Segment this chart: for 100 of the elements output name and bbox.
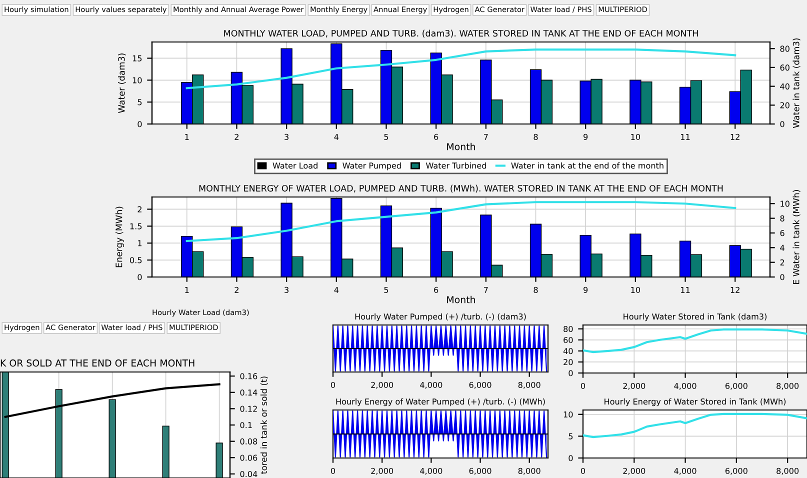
x-tick-label: 0 [580,468,586,474]
x-axis-title: Month [447,296,475,304]
x-tick-label: 11 [681,134,690,140]
y-tick-label: 5 [138,99,142,106]
y2-axis-title: E Water in tank (MWh) [792,190,800,284]
chart-title: Hourly Water Stored in Tank (dam3) [624,313,766,322]
y-tick-label: 5 [568,433,573,440]
x-tick-label: 1 [185,286,189,293]
y2-tick-label: 0.12 [240,406,257,412]
y-tick-label: 0 [568,370,573,376]
y-tick-label: 2 [138,206,142,212]
y-tick-label: 1.5 [130,223,142,230]
y-tick-label: 1 [138,240,142,246]
chart-title: Hourly Energy of Water Stored in Tank (MWh) [604,398,786,406]
x-tick-label: 4,000 [674,468,696,475]
x-tick-label: 2,000 [623,382,646,390]
y-tick-label: 20 [564,359,573,366]
x-tick-label: 8,000 [776,468,799,475]
x-tick-label: 6 [434,134,438,140]
x-tick-label: 8,000 [518,382,540,389]
x-axis-title: Month [447,142,475,150]
y2-tick-label: 0.06 [240,454,258,461]
x-tick-label: 2,000 [623,468,646,475]
y-tick-label: 0 [138,121,142,128]
x-tick-label: 6,000 [725,382,748,390]
chart-title: MONTHLY ENERGY OF WATER LOAD, PUMPED AND TURB. (MWh). WATER STORED IN TANK AT THE END OF EACH MONTH [199,184,723,193]
y-tick-label: 0 [138,274,142,280]
x-tick-label: 6,000 [725,468,748,475]
y-tick-label: 0.5 [130,257,142,264]
y2-tick-label: 8 [780,215,784,222]
y2-tick-label: 0.04 [240,471,258,478]
x-tick-label: 5 [384,134,388,140]
y2-tick-label: 4 [780,244,784,251]
y2-axis-title: tored in tank or sold (t) [260,376,268,474]
y2-tick-label: 0.16 [240,373,258,380]
y-tick-label: 0 [568,455,573,462]
legend-label: Water Pumped [342,162,401,170]
y2-axis-title: Water in tank (dam3) [792,38,800,128]
x-tick-label: 12 [730,286,740,293]
x-tick-label: 4 [334,286,339,293]
y-tick-label: 10 [132,77,142,84]
x-tick-label: 7 [484,134,488,140]
x-tick-label: 6,000 [469,382,492,389]
x-tick-label: 2 [234,134,238,140]
x-tick-label: 4,000 [420,382,442,389]
y2-tick-label: 60 [780,64,790,71]
x-tick-label: 9 [584,286,588,293]
legend-label: Water Load [272,162,318,169]
legend-label: Water in tank at the end of the month [511,162,664,169]
x-tick-label: 8,000 [518,468,540,475]
y-tick-label: 10 [564,411,573,418]
y2-tick-label: 0.08 [240,438,258,444]
x-tick-label: 2 [234,286,238,293]
line-series [583,412,807,438]
x-tick-label: 8 [534,286,538,293]
x-tick-label: 5 [384,286,388,293]
x-tick-label: 7 [484,286,488,293]
x-tick-label: 2,000 [371,382,394,389]
x-tick-label: 3 [284,286,288,293]
y2-tick-label: 0.1 [240,422,252,428]
x-tick-label: 0 [580,382,586,389]
x-tick-label: 3 [284,134,288,140]
y2-tick-label: 10 [780,200,790,207]
x-tick-label: 9 [584,134,588,140]
x-tick-label: 4,000 [420,468,442,475]
y-tick-label: 40 [563,348,573,354]
chart-title: K OR SOLD AT THE END OF EACH MONTH [0,359,194,367]
x-tick-label: 11 [681,286,690,293]
y2-tick-label: 20 [780,102,790,108]
line-series [583,328,807,354]
x-tick-label: 12 [730,134,740,140]
line-series [186,201,736,242]
y-tick-label: 60 [564,336,573,344]
x-tick-label: 4 [334,134,339,140]
y2-tick-label: 2 [780,259,784,266]
x-tick-label: 1 [185,134,189,140]
x-tick-label: 4,000 [674,382,696,390]
y2-tick-label: 40 [780,83,790,90]
y2-tick-label: 0 [780,274,784,280]
x-tick-label: 8,000 [776,382,799,390]
x-tick-label: 6,000 [469,468,492,475]
y2-tick-label: 0.14 [240,389,258,396]
x-tick-label: 0 [330,468,336,474]
y2-tick-label: 6 [780,230,784,236]
y-axis-title: Water (dam3) [118,54,126,113]
chart-title: MONTHLY WATER LOAD, PUMPED AND TURB. (dam3). WATER STORED IN TANK AT THE END OF EACH MONTH [224,30,698,38]
x-tick-label: 6 [434,286,438,293]
x-tick-label: 8 [534,134,538,140]
y-tick-label: 15 [132,55,142,62]
x-tick-label: 10 [631,286,640,293]
line-series [186,48,736,90]
y2-tick-label: 80 [780,46,790,52]
chart-title: Hourly Energy of Water Pumped (+) /turb. (-) (MWh) [336,398,545,406]
y2-tick-label: 0 [780,121,784,128]
y-axis-title: Energy (MWh) [115,206,124,268]
x-tick-label: 10 [631,134,640,140]
y-tick-label: 80 [564,326,573,332]
x-tick-label: 0 [330,382,336,388]
chart-title: Hourly Water Pumped (+) /turb. (-) (dam3) [355,313,526,322]
x-tick-label: 2,000 [371,468,394,475]
